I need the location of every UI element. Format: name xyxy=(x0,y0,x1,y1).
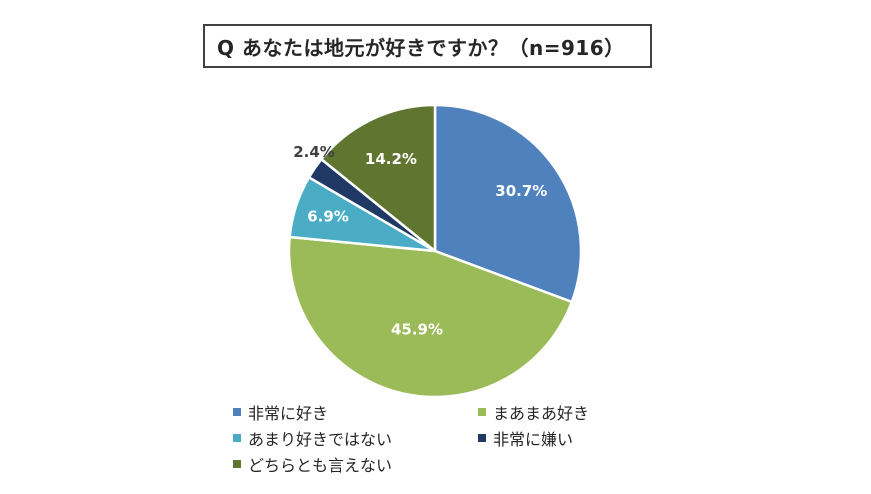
legend-item-very-like: 非常に好き xyxy=(233,402,478,423)
data-label: 2.4% xyxy=(293,143,335,161)
data-label: 6.9% xyxy=(307,207,349,225)
legend-swatch xyxy=(233,460,241,468)
legend: 非常に好き まあまあ好き あまり好きではない 非常に嫌い どちらとも言えない xyxy=(233,402,633,475)
data-label: 14.2% xyxy=(365,150,417,168)
legend-label: 非常に嫌い xyxy=(493,430,574,449)
data-label: 30.7% xyxy=(495,182,547,200)
legend-swatch xyxy=(233,434,241,442)
legend-item-not-really-like: あまり好きではない xyxy=(233,428,478,449)
legend-label: あまり好きではない xyxy=(248,430,393,449)
legend-swatch xyxy=(478,408,486,416)
chart-title: Q あなたは地元が好きですか？（n=916） xyxy=(203,24,652,68)
legend-label: 非常に好き xyxy=(248,404,329,423)
slice-somewhat-like xyxy=(287,235,574,399)
legend-item-neutral: どちらとも言えない xyxy=(233,454,478,475)
legend-swatch xyxy=(478,434,486,442)
data-label: 45.9% xyxy=(391,320,443,338)
legend-item-very-dislike: 非常に嫌い xyxy=(478,428,633,449)
slice-very-like xyxy=(433,103,583,304)
legend-label: まあまあ好き xyxy=(493,404,590,423)
legend-swatch xyxy=(233,408,241,416)
slice-neutral xyxy=(320,103,437,253)
legend-item-somewhat-like: まあまあ好き xyxy=(478,402,633,423)
legend-label: どちらとも言えない xyxy=(248,456,393,475)
